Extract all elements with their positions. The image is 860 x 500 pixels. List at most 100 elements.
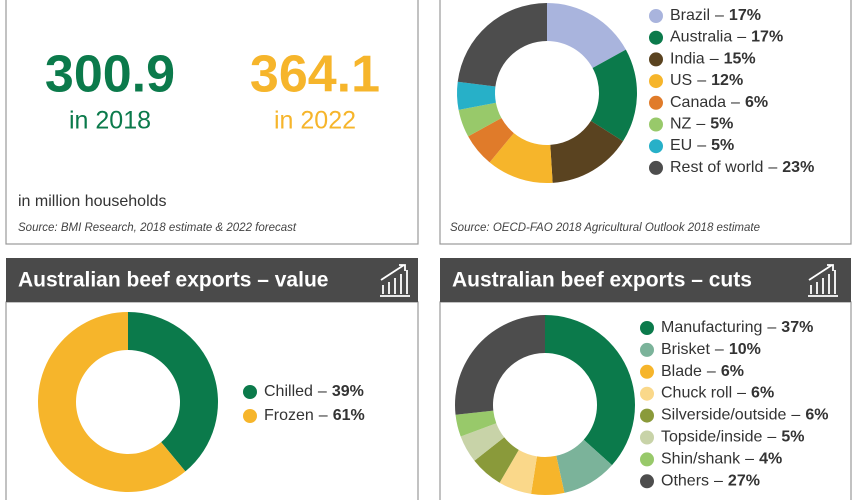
legend-separator: – xyxy=(697,137,706,154)
legend-category: Chilled xyxy=(264,383,313,400)
legend-separator: – xyxy=(696,116,705,133)
legend-value: 17% xyxy=(751,29,783,46)
legend-value: 23% xyxy=(782,159,814,176)
legend-value: 4% xyxy=(759,451,782,468)
legend-separator: – xyxy=(714,473,723,490)
legend-value: 27% xyxy=(728,473,760,490)
donut-slice xyxy=(489,133,553,183)
donut-slice xyxy=(128,312,219,472)
donut-slice xyxy=(455,315,545,415)
legend-value: 61% xyxy=(333,407,365,424)
legend-value: 5% xyxy=(711,137,734,154)
chart-title: Australian beef exports – value xyxy=(18,269,328,292)
legend-swatch xyxy=(640,408,654,423)
legend-swatch xyxy=(640,342,654,357)
legend-value: 15% xyxy=(724,51,756,68)
donut-slice xyxy=(499,449,537,494)
legend-swatch xyxy=(649,52,663,67)
legend-category: Frozen xyxy=(264,407,314,424)
legend-label: Canada –6% xyxy=(670,94,768,111)
donut-slice xyxy=(531,455,565,495)
legend-separator: – xyxy=(767,319,776,336)
legend-swatch xyxy=(649,74,663,89)
legend-category: NZ xyxy=(670,116,692,133)
donut-slice xyxy=(545,315,635,466)
source: Source: BMI Research, 2018 estimate & 20… xyxy=(18,222,297,234)
donut-slice xyxy=(457,3,547,87)
donut-slice xyxy=(468,118,514,163)
legend-category: US xyxy=(670,72,692,89)
legend-swatch xyxy=(640,452,654,467)
legend-value: 5% xyxy=(781,429,804,446)
stat-label: in 2018 xyxy=(69,107,151,135)
donut-slice xyxy=(457,81,496,110)
donut-slice xyxy=(455,410,497,437)
stat-value: 364.1 xyxy=(250,46,380,104)
donut-slice xyxy=(590,49,637,142)
legend-value: 6% xyxy=(745,94,768,111)
legend-separator: – xyxy=(710,51,719,68)
legend-separator: – xyxy=(768,159,777,176)
donut-slice xyxy=(550,120,623,183)
legend-category: Brisket xyxy=(661,341,710,358)
chart-title: Australian beef exports – cuts xyxy=(452,269,752,292)
legend-swatch xyxy=(649,117,663,132)
donut-slice xyxy=(38,312,186,492)
legend-category: Manufacturing xyxy=(661,319,762,336)
legend-swatch xyxy=(640,364,654,379)
chart-icon xyxy=(380,264,410,297)
legend-separator: – xyxy=(715,7,724,24)
legend-label: Others –27% xyxy=(661,473,760,490)
legend-label: EU –5% xyxy=(670,137,734,154)
legend-swatch xyxy=(649,95,663,110)
legend-label: Rest of world –23% xyxy=(670,159,814,176)
legend-value: 10% xyxy=(729,341,761,358)
legend-separator: – xyxy=(737,385,746,402)
legend-swatch xyxy=(640,430,654,445)
donut-slice xyxy=(474,437,519,483)
panel xyxy=(5,0,419,245)
legend-value: 39% xyxy=(332,383,364,400)
legend-value: 5% xyxy=(710,116,733,133)
legend-label: Chilled –39% xyxy=(264,383,364,400)
legend-separator: – xyxy=(791,407,800,424)
stat-value: 300.9 xyxy=(45,46,175,104)
legend-label: Brazil –17% xyxy=(670,7,761,24)
unit-note: in million households xyxy=(18,193,167,210)
legend-separator: – xyxy=(319,407,328,424)
donut-slice xyxy=(556,439,613,493)
legend-category: Australia xyxy=(670,29,732,46)
legend-label: Frozen –61% xyxy=(264,407,365,424)
legend-swatch xyxy=(243,385,257,399)
legend-separator: – xyxy=(715,341,724,358)
panel-header xyxy=(6,258,418,302)
panel xyxy=(439,0,852,245)
legend-separator: – xyxy=(767,429,776,446)
legend-separator: – xyxy=(737,29,746,46)
legend-separator: – xyxy=(697,72,706,89)
legend-label: India –15% xyxy=(670,51,756,68)
donut-slice xyxy=(547,3,626,68)
legend-separator: – xyxy=(707,363,716,380)
legend-label: Chuck roll –6% xyxy=(661,385,774,402)
legend-value: 6% xyxy=(721,363,744,380)
legend-separator: – xyxy=(318,383,327,400)
legend-category: Canada xyxy=(670,94,726,111)
legend-swatch xyxy=(649,30,663,45)
legend-label: Silverside/outside –6% xyxy=(661,407,828,424)
legend-swatch xyxy=(640,321,654,335)
legend-category: Silverside/outside xyxy=(661,407,787,424)
legend-value: 6% xyxy=(751,385,774,402)
stat-label: in 2022 xyxy=(274,107,356,135)
legend-swatch xyxy=(649,9,663,23)
legend-label: US –12% xyxy=(670,72,743,89)
legend-swatch xyxy=(640,474,654,489)
legend-value: 17% xyxy=(729,7,761,24)
legend-label: Topside/inside –5% xyxy=(661,429,804,446)
legend-category: EU xyxy=(670,137,692,154)
legend-category: Brazil xyxy=(670,7,710,24)
legend-category: Shin/shank xyxy=(661,451,741,468)
source: Source: OECD-FAO 2018 Agricultural Outlo… xyxy=(450,222,760,234)
legend-label: Brisket –10% xyxy=(661,341,761,358)
